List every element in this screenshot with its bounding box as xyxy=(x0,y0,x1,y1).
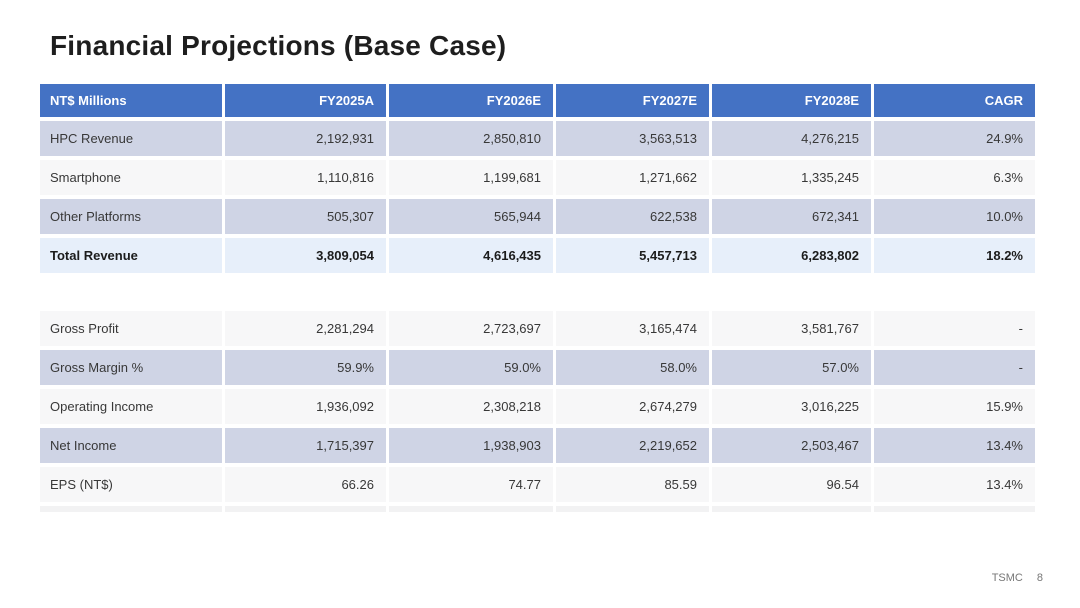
table-row: HPC Revenue 2,192,931 2,850,810 3,563,513 4,… xyxy=(40,121,1035,156)
table-cell: - xyxy=(874,350,1035,385)
section-gap xyxy=(40,277,1035,311)
table-cell: 66.26 xyxy=(225,467,386,502)
table-row: Operating Income 1,936,092 2,308,218 2,674,… xyxy=(40,389,1035,424)
table-cell: 2,219,652 xyxy=(556,428,709,463)
table-cell: 57.0% xyxy=(712,350,871,385)
table-cell: 1,938,903 xyxy=(389,428,553,463)
table-cell: 59.0% xyxy=(389,350,553,385)
table-cell: 59.9% xyxy=(225,350,386,385)
table-cell: 2,850,810 xyxy=(389,121,553,156)
strip-cell xyxy=(40,506,222,512)
header-cell: FY2027E xyxy=(556,84,709,117)
table-cell: 3,016,225 xyxy=(712,389,871,424)
table-cell: 2,192,931 xyxy=(225,121,386,156)
table-row: Total Revenue 3,809,054 4,616,435 5,457,713… xyxy=(40,238,1035,273)
row-label: Smartphone xyxy=(40,160,222,195)
table-body: HPC Revenue 2,192,931 2,850,810 3,563,513 4,… xyxy=(40,121,1035,512)
table-cell: 24.9% xyxy=(874,121,1035,156)
header-cell: FY2025A xyxy=(225,84,386,117)
table-cell: 1,271,662 xyxy=(556,160,709,195)
table-row: Smartphone 1,110,816 1,199,681 1,271,662 1,3… xyxy=(40,160,1035,195)
table-cell: 74.77 xyxy=(389,467,553,502)
row-label: Net Income xyxy=(40,428,222,463)
table-cell: 2,723,697 xyxy=(389,311,553,346)
table-cell: 6.3% xyxy=(874,160,1035,195)
table-cell: 505,307 xyxy=(225,199,386,234)
table-cell: 5,457,713 xyxy=(556,238,709,273)
header-cell: CAGR xyxy=(874,84,1035,117)
table-row: Other Platforms 505,307 565,944 622,538 672,… xyxy=(40,199,1035,234)
table-row: Gross Profit 2,281,294 2,723,697 3,165,474 3… xyxy=(40,311,1035,346)
table-cell: 2,281,294 xyxy=(225,311,386,346)
table-row: Gross Margin % 59.9% 59.0% 58.0% 57.0% - xyxy=(40,350,1035,385)
strip-cell xyxy=(874,506,1035,512)
row-label: Gross Margin % xyxy=(40,350,222,385)
table-cell: 2,674,279 xyxy=(556,389,709,424)
table-cell: 4,616,435 xyxy=(389,238,553,273)
table-cell: 1,936,092 xyxy=(225,389,386,424)
table-cell: 565,944 xyxy=(389,199,553,234)
table-cell: 2,308,218 xyxy=(389,389,553,424)
table-cell: 3,809,054 xyxy=(225,238,386,273)
table-cell: 15.9% xyxy=(874,389,1035,424)
table-cell: - xyxy=(874,311,1035,346)
header-cell: FY2028E xyxy=(712,84,871,117)
table-cell: 3,563,513 xyxy=(556,121,709,156)
strip-cell xyxy=(389,506,553,512)
table-cell: 1,199,681 xyxy=(389,160,553,195)
table-cell: 18.2% xyxy=(874,238,1035,273)
table-cell: 4,276,215 xyxy=(712,121,871,156)
row-label: EPS (NT$) xyxy=(40,467,222,502)
table-cell: 1,110,816 xyxy=(225,160,386,195)
table-cell: 1,715,397 xyxy=(225,428,386,463)
table-row: EPS (NT$) 66.26 74.77 85.59 96.54 13.4% xyxy=(40,467,1035,502)
table-cell: 6,283,802 xyxy=(712,238,871,273)
strip-cell xyxy=(712,506,871,512)
table-cell: 13.4% xyxy=(874,428,1035,463)
footer-page-number: 8 xyxy=(1036,572,1043,584)
page-title: Financial Projections (Base Case) xyxy=(50,30,507,61)
financial-projections-table: NT$ Millions FY2025A FY2026E FY2027E FY2028E… xyxy=(40,84,1035,512)
table-cell: 1,335,245 xyxy=(712,160,871,195)
table-cell: 58.0% xyxy=(556,350,709,385)
row-label: Other Platforms xyxy=(40,199,222,234)
table-cell: 85.59 xyxy=(556,467,709,502)
footer-brand: TSMC xyxy=(991,572,1023,584)
table-bottom-strip xyxy=(40,506,1035,512)
row-label: Gross Profit xyxy=(40,311,222,346)
table-header-row: NT$ Millions FY2025A FY2026E FY2027E FY2028E… xyxy=(40,84,1035,117)
table-cell: 672,341 xyxy=(712,199,871,234)
table-cell: 2,503,467 xyxy=(712,428,871,463)
row-label: HPC Revenue xyxy=(40,121,222,156)
table-cell: 10.0% xyxy=(874,199,1035,234)
header-cell: FY2026E xyxy=(389,84,553,117)
row-label: Operating Income xyxy=(40,389,222,424)
strip-cell xyxy=(556,506,709,512)
table-cell: 96.54 xyxy=(712,467,871,502)
table-cell: 13.4% xyxy=(874,467,1035,502)
row-label: Total Revenue xyxy=(40,238,222,273)
table-cell: 3,165,474 xyxy=(556,311,709,346)
slide-footer: TSMC 8 xyxy=(992,572,1043,584)
header-cell-label: NT$ Millions xyxy=(40,84,222,117)
table-row: Net Income 1,715,397 1,938,903 2,219,652 2,5… xyxy=(40,428,1035,463)
table-cell: 3,581,767 xyxy=(712,311,871,346)
strip-cell xyxy=(225,506,386,512)
table-cell: 622,538 xyxy=(556,199,709,234)
